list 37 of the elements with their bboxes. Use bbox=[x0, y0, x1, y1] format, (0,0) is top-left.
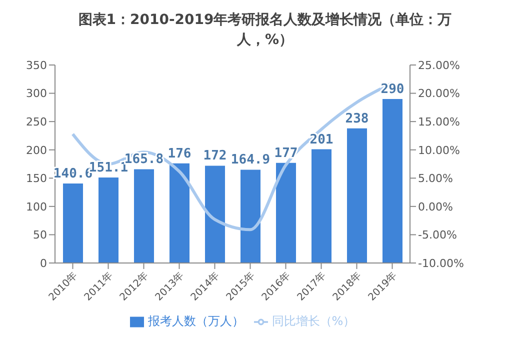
bar bbox=[382, 98, 402, 263]
bar bbox=[240, 170, 260, 263]
bar bbox=[170, 163, 190, 263]
data-label: 201 bbox=[310, 132, 334, 148]
legend-label: 报考人数（万人） bbox=[148, 314, 244, 328]
y-tick-label: 150 bbox=[26, 172, 47, 186]
y-tick-label: 100 bbox=[26, 200, 47, 214]
y2-tick-label: 25.00% bbox=[418, 58, 460, 72]
y2-tick-label: -5.00% bbox=[418, 228, 457, 242]
bar bbox=[347, 128, 367, 263]
data-label: 164.9 bbox=[230, 152, 270, 168]
y2-tick-label: 10.00% bbox=[418, 144, 460, 157]
bar bbox=[276, 162, 296, 263]
data-label: 290 bbox=[380, 82, 404, 97]
y-tick-label: 50 bbox=[33, 228, 47, 242]
bar bbox=[134, 169, 154, 263]
y-tick-label: 350 bbox=[26, 58, 47, 72]
y-tick-label: 300 bbox=[26, 87, 47, 100]
y2-tick-label: 0.00% bbox=[418, 200, 453, 214]
bar bbox=[312, 149, 332, 263]
chart-title: 图表1：2010-2019年考研报名人数及增长情况（单位：万人，%） bbox=[77, 11, 453, 50]
y-tick-label: 0 bbox=[40, 256, 47, 270]
data-label: 176 bbox=[168, 146, 192, 162]
data-label: 165.8 bbox=[124, 152, 164, 168]
data-label: 177 bbox=[274, 146, 298, 161]
bar bbox=[205, 166, 225, 263]
y2-tick-label: 15.00% bbox=[418, 115, 460, 128]
y2-tick-label: 20.00% bbox=[418, 87, 460, 100]
y2-tick-label: 5.00% bbox=[418, 172, 453, 186]
bar bbox=[63, 183, 83, 263]
bar bbox=[98, 178, 118, 263]
y-tick-label: 250 bbox=[26, 115, 47, 128]
y2-tick-label: -10.00% bbox=[418, 256, 464, 270]
data-label: 172 bbox=[203, 148, 227, 164]
y-tick-label: 200 bbox=[26, 144, 47, 157]
legend-label: 同比增长（%） bbox=[272, 314, 356, 328]
data-label: 238 bbox=[345, 111, 369, 126]
